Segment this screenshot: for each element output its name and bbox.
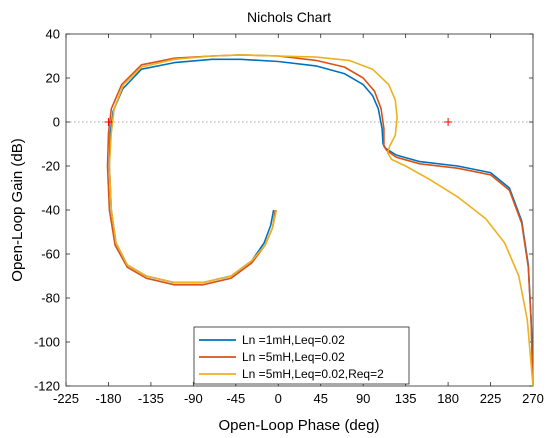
series-layer: [106, 54, 534, 387]
y-tick-label: -60: [41, 247, 60, 262]
x-tick-label: 0: [275, 391, 282, 406]
critical-point-marker: [444, 118, 453, 126]
y-tick-label: -100: [34, 335, 60, 350]
chart-title: Nichols Chart: [247, 9, 331, 25]
legend-label-2: Ln =5mH,Leq=0.02: [242, 350, 345, 364]
y-tick-label: -80: [41, 291, 60, 306]
y-tick-label: 0: [53, 115, 60, 130]
x-tick-label: 180: [437, 391, 459, 406]
x-tick-label: 45: [313, 391, 327, 406]
x-tick-label: 270: [522, 391, 544, 406]
critical-point-markers: [104, 118, 453, 126]
ticks-layer: -225 -180 -135 -90 -45 0 45 90 135 180 225 270 -120 -…: [34, 27, 544, 407]
x-tick-label: 135: [395, 391, 417, 406]
series-line-3: [108, 54, 534, 387]
legend: Ln =1mH,Leq=0.02 Ln =5mH,Leq=0.02 Ln =5mH,…: [193, 326, 410, 385]
x-tick-label: -135: [138, 391, 164, 406]
x-tick-label: 90: [356, 391, 370, 406]
x-axis-label: Open-Loop Phase (deg): [219, 417, 380, 434]
x-tick-label: 225: [480, 391, 502, 406]
legend-label-3: Ln =5mH,Leq=0.02,Req=2: [242, 367, 384, 381]
x-tick-label: -45: [226, 391, 245, 406]
x-tick-label: -180: [95, 391, 121, 406]
y-tick-label: -40: [41, 203, 60, 218]
y-tick-label: -120: [34, 379, 60, 394]
y-tick-label: 20: [46, 71, 60, 86]
critical-point-marker: [104, 118, 113, 126]
x-tick-label: -90: [184, 391, 203, 406]
y-tick-label: 40: [46, 27, 60, 42]
x-tick-label: -225: [53, 391, 79, 406]
y-tick-label: -20: [41, 159, 60, 174]
y-axis-label: Open-Loop Gain (dB): [9, 138, 26, 281]
legend-label-1: Ln =1mH,Leq=0.02: [242, 333, 345, 347]
